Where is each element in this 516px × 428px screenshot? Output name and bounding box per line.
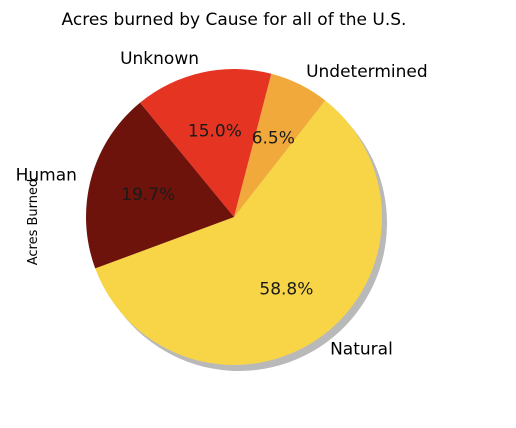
percent-label-natural: 58.8% (259, 280, 313, 300)
percent-label-unknown: 15.0% (188, 121, 242, 141)
pie-slices (86, 69, 382, 365)
pie-slice-unknown (140, 69, 272, 217)
category-label-undetermined: Undetermined (306, 62, 428, 82)
y-axis-label: Acres Burned (26, 179, 41, 266)
category-label-natural: Natural (330, 339, 393, 359)
pie-slice-natural (95, 100, 382, 365)
pie-slice-undetermined (234, 73, 326, 217)
category-label-human: Human (16, 166, 77, 186)
pie-slice-human (86, 102, 235, 269)
percent-label-human: 19.7% (121, 185, 175, 205)
chart-title: Acres burned by Cause for all of the U.S… (62, 10, 407, 30)
percent-label-undetermined: 6.5% (252, 128, 295, 148)
category-label-unknown: Unknown (120, 49, 199, 69)
pie-labels: Natural 58.8% Human 19.7% Unknown 15.0% Undete… (16, 49, 428, 359)
